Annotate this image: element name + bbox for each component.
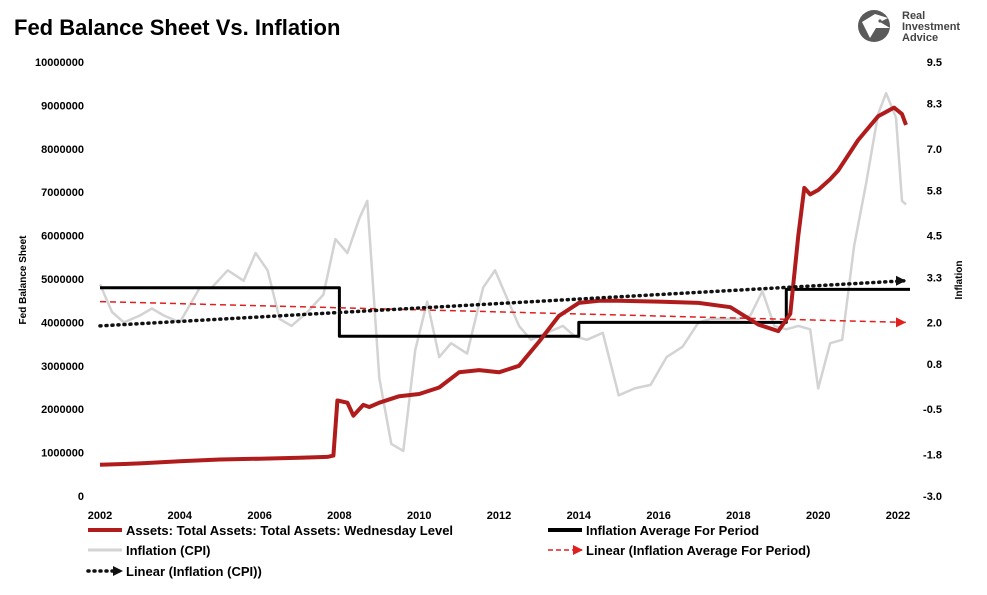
- series-line-1: [100, 286, 910, 338]
- y-tick-label-left: 7000000: [41, 187, 84, 199]
- y-axis-right-label: Inflation: [954, 261, 965, 300]
- x-tick-label: 2002: [88, 510, 112, 522]
- y-tick-label-left: 0: [78, 491, 84, 503]
- y-tick-label-left: 9000000: [41, 100, 84, 112]
- y-tick-label-right: 8.3: [927, 99, 942, 111]
- legend-label: Inflation Average For Period: [586, 523, 759, 538]
- y-tick-label-left: 2000000: [41, 404, 84, 416]
- x-tick-label: 2018: [726, 510, 750, 522]
- legend-label: Inflation (CPI): [126, 543, 211, 558]
- brand-logo: Real Investment Advice: [858, 10, 960, 44]
- y-tick-label-right: -1.8: [923, 449, 942, 461]
- legend-arrow-icon: [573, 545, 583, 555]
- x-tick-label: 2004: [168, 510, 193, 522]
- y-tick-label-left: 10000000: [35, 57, 84, 69]
- y-axis-right-ticks: -3.0 -1.8 -0.5 0.8 2.0 3.3 4.5 5.8 7.0 8.3 9.5: [923, 57, 942, 503]
- series-line-3: [99, 300, 907, 324]
- x-tick-label: 2008: [327, 510, 351, 522]
- legend-label: Assets: Total Assets: Total Assets: Wedn…: [126, 523, 453, 538]
- y-tick-label-right: 0.8: [927, 359, 942, 371]
- y-tick-label-right: 7.0: [927, 144, 942, 156]
- y-tick-label-right: -0.5: [923, 404, 942, 416]
- plot-area: [98, 91, 910, 467]
- x-tick-label: 2010: [407, 510, 431, 522]
- y-tick-label-right: 4.5: [927, 231, 942, 243]
- x-tick-label: 2012: [487, 510, 511, 522]
- trend-arrow-icon: [896, 275, 907, 286]
- x-tick-label: 2014: [567, 510, 592, 522]
- series-line-2: [98, 91, 907, 453]
- y-tick-label-left: 5000000: [41, 274, 84, 286]
- brand-name-line2: Investment: [902, 21, 960, 33]
- trend-arrow-icon: [896, 317, 907, 328]
- y-axis-left-label: Fed Balance Sheet: [18, 235, 29, 325]
- y-tick-label-left: 4000000: [41, 317, 84, 329]
- y-tick-label-right: 3.3: [927, 272, 942, 284]
- x-tick-label: 2006: [247, 510, 271, 522]
- y-tick-label-right: 2.0: [927, 317, 942, 329]
- brand-name-line1: Real: [902, 10, 925, 22]
- legend: Assets: Total Assets: Total Assets: Wedn…: [86, 523, 810, 579]
- x-tick-label: 2016: [646, 510, 670, 522]
- series-line-4: [98, 278, 908, 328]
- y-tick-label-left: 8000000: [41, 144, 84, 156]
- legend-arrow-icon: [113, 566, 123, 576]
- y-axis-left-ticks: 0 1000000 2000000 3000000 4000000 5000000 6000…: [35, 57, 84, 503]
- legend-label: Linear (Inflation Average For Period): [586, 543, 810, 558]
- series-line-0: [99, 105, 908, 467]
- legend-label: Linear (Inflation (CPI)): [126, 564, 262, 579]
- y-tick-label-left: 1000000: [41, 448, 84, 460]
- y-tick-label-right: 5.8: [927, 185, 942, 197]
- chart-title: Fed Balance Sheet Vs. Inflation: [14, 15, 340, 40]
- y-tick-label-left: 6000000: [41, 231, 84, 243]
- x-tick-label: 2020: [806, 510, 830, 522]
- x-tick-label: 2022: [886, 510, 910, 522]
- y-tick-label-right: 9.5: [927, 57, 942, 69]
- eagle-logo-icon: [858, 10, 890, 42]
- brand-name-line3: Advice: [902, 32, 938, 44]
- x-axis-ticks: 2002 2004 2006 2008 2010 2012 2014 2016 2018 2020…: [88, 510, 911, 522]
- y-tick-label-right: -3.0: [923, 491, 942, 503]
- y-tick-label-left: 3000000: [41, 361, 84, 373]
